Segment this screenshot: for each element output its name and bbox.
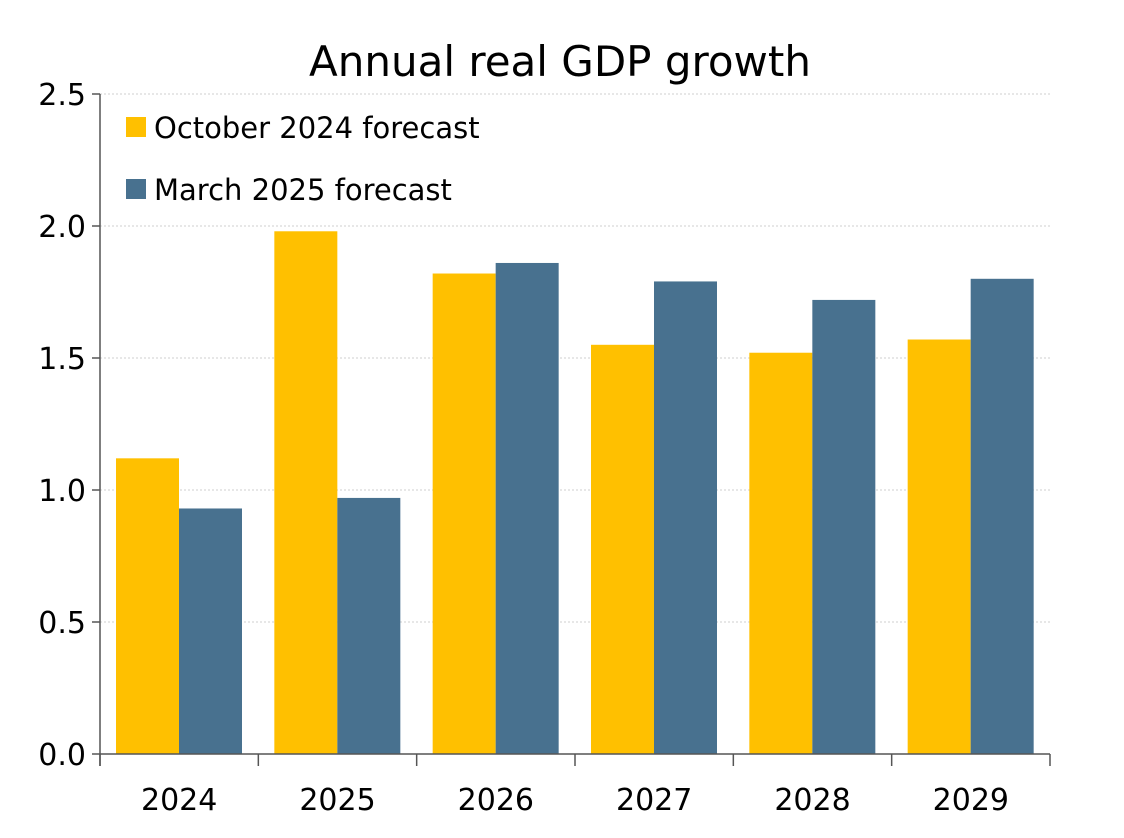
legend-label: October 2024 forecast xyxy=(154,111,480,145)
y-tick-label: 2.0 xyxy=(38,210,86,245)
bar-october-2024-2029 xyxy=(907,339,971,754)
x-tick-label: 2024 xyxy=(141,783,217,818)
x-tick-label: 2028 xyxy=(774,783,850,818)
y-tick-label: 1.5 xyxy=(38,342,86,377)
y-tick-label: 0.5 xyxy=(38,606,86,641)
x-tick-label: 2025 xyxy=(299,783,375,818)
bar-october-2024-2024 xyxy=(116,458,179,754)
legend: October 2024 forecast March 2025 forecast xyxy=(126,111,480,207)
bar-march-2025-2025 xyxy=(337,497,401,754)
x-tick-label: 2029 xyxy=(933,783,1009,818)
bar-march-2025-2028 xyxy=(812,299,876,754)
y-tick-label: 2.5 xyxy=(38,78,86,113)
legend-swatch xyxy=(126,117,146,137)
bar-march-2025-2024 xyxy=(179,508,242,754)
bar-october-2024-2027 xyxy=(591,344,654,754)
y-tick-label: 1.0 xyxy=(38,474,86,509)
legend-label: March 2025 forecast xyxy=(154,173,452,207)
bars xyxy=(116,231,1034,754)
axes: 0.0 0.5 1.0 1.5 2.0 2.5 2024 2025 2026 2027 2028 20… xyxy=(38,78,1051,818)
bar-march-2025-2027 xyxy=(654,281,717,754)
bar-october-2024-2028 xyxy=(749,352,813,754)
x-tick-label: 2026 xyxy=(458,783,534,818)
y-tick-label: 0.0 xyxy=(38,738,86,773)
legend-swatch xyxy=(126,179,146,199)
bar-march-2025-2026 xyxy=(495,262,559,754)
x-tick-label: 2027 xyxy=(616,783,692,818)
chart-title: Annual real GDP growth xyxy=(309,37,811,86)
bar-october-2024-2025 xyxy=(274,231,338,754)
bar-march-2025-2029 xyxy=(970,278,1034,754)
bar-october-2024-2026 xyxy=(432,273,496,754)
